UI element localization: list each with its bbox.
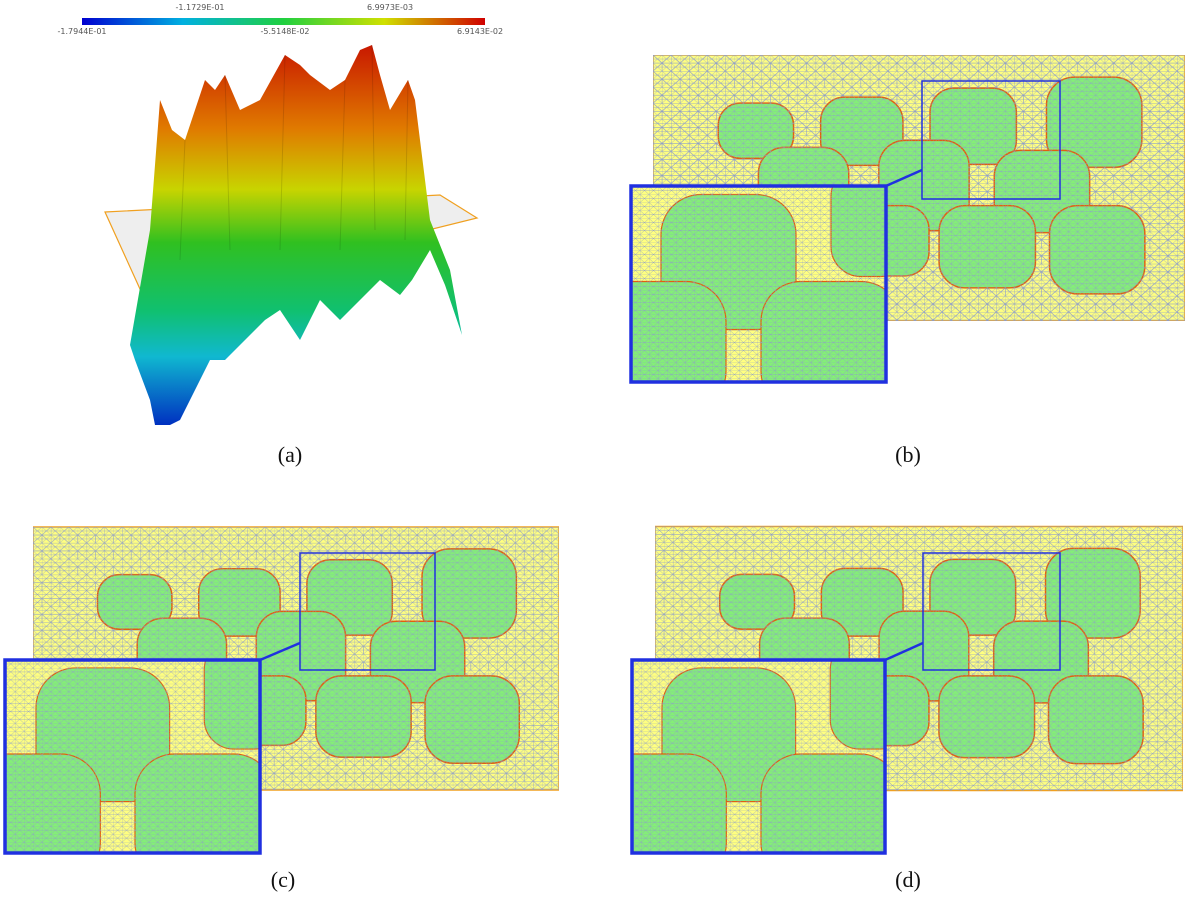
panel-b: (b)	[591, 55, 1185, 467]
surface	[130, 45, 462, 425]
colorbar-label: 6.9143E-02	[457, 27, 503, 36]
panel-d: (d)	[593, 527, 1183, 893]
caption: (c)	[271, 867, 295, 892]
colorbar-label: -5.5148E-02	[261, 27, 310, 36]
panel-c: (c)	[0, 527, 559, 892]
caption: (a)	[278, 442, 302, 467]
caption: (d)	[895, 867, 921, 892]
panel-a: -1.1729E-01 6.9973E-03 -1.7944E-01 -5.51…	[58, 3, 504, 467]
colorbar-label: -1.1729E-01	[176, 3, 225, 12]
zoom-inset	[593, 640, 910, 882]
zoom-inset	[0, 640, 283, 882]
zoom-inset	[591, 167, 911, 412]
figure: -1.1729E-01 6.9973E-03 -1.7944E-01 -5.51…	[0, 0, 1192, 916]
colorbar	[82, 18, 485, 25]
caption: (b)	[895, 442, 921, 467]
colorbar-label: 6.9973E-03	[367, 3, 413, 12]
colorbar-label: -1.7944E-01	[58, 27, 107, 36]
